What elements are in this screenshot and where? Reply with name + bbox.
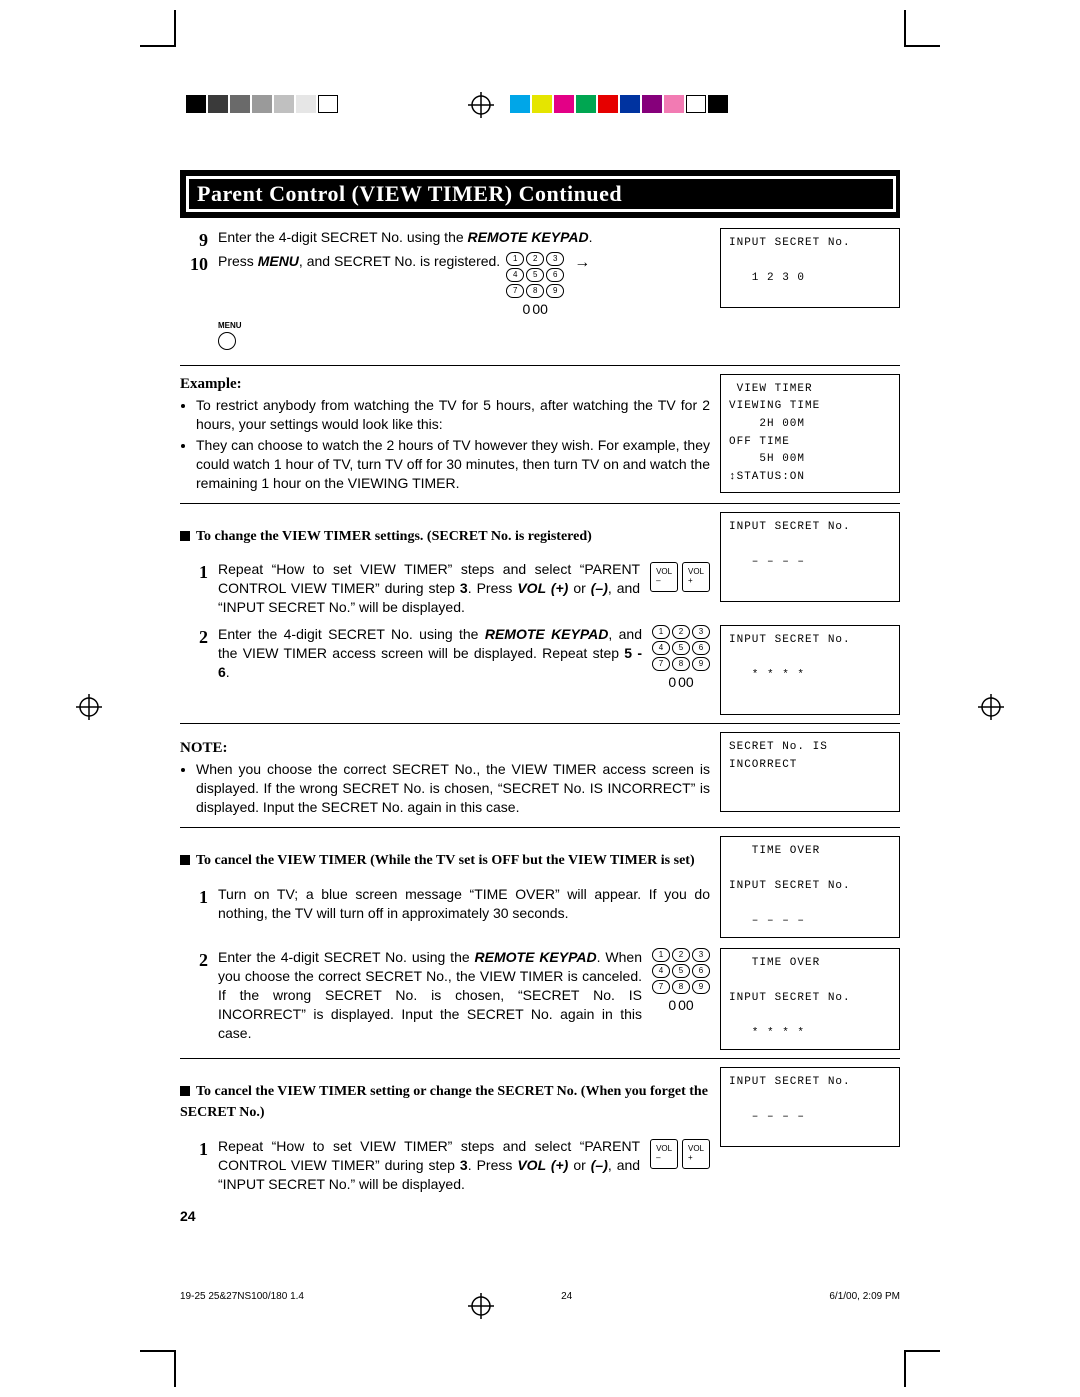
step-text: . Press [468, 1157, 518, 1173]
step-number: 1 [180, 885, 208, 909]
crop-mark [174, 10, 176, 46]
crop-mark [904, 45, 940, 47]
osd-screen: SECRET No. IS INCORRECT [720, 732, 900, 812]
example-bullet: To restrict anybody from watching the TV… [196, 396, 710, 434]
step-text: or [568, 1157, 590, 1173]
page-number: 24 [180, 1207, 900, 1226]
note-bullet: When you choose the correct SECRET No., … [196, 760, 710, 817]
example-heading: Example: [180, 374, 710, 394]
divider [180, 1058, 900, 1059]
section-heading: To change the VIEW TIMER settings. (SECR… [196, 529, 592, 544]
keyword: VOL (+) [517, 580, 568, 596]
section-heading: To cancel the VIEW TIMER setting or chan… [180, 1084, 708, 1120]
crop-mark [904, 1351, 906, 1387]
divider [180, 723, 900, 724]
keyword: REMOTE KEYPAD [468, 229, 589, 245]
step-number: 1 [180, 1137, 208, 1161]
vol-plus: VOL + [682, 1139, 710, 1169]
keyword: 3 [460, 1157, 468, 1173]
keypad-icon: 123 456 789 000 [652, 948, 710, 1044]
crop-mark [140, 1350, 176, 1352]
page-title: Parent Control (VIEW TIMER) Continued [180, 170, 900, 218]
step-text: . [589, 229, 593, 245]
arrow-icon: → [574, 252, 590, 274]
step-number: 1 [180, 560, 208, 584]
step-number: 2 [180, 948, 208, 972]
step-text: Enter the 4-digit SECRET No. using the [218, 626, 485, 642]
crop-mark [174, 1351, 176, 1387]
note-heading: NOTE: [180, 738, 710, 758]
vol-plus: VOL + [682, 562, 710, 592]
step-text: Turn on TV; a blue screen message “TIME … [218, 885, 710, 923]
square-icon [180, 531, 190, 541]
step-text: . Press [468, 580, 518, 596]
divider [180, 827, 900, 828]
vol-buttons-icon: VOL – VOL + [650, 1137, 710, 1196]
example-bullet: They can choose to watch the 2 hours of … [196, 436, 710, 493]
keyword: REMOTE KEYPAD [475, 949, 597, 965]
divider [180, 503, 900, 504]
keypad-icon: 123 456 789 000 [506, 252, 564, 319]
keyword: REMOTE KEYPAD [485, 626, 609, 642]
registration-mark-icon [978, 694, 1004, 720]
crop-mark [140, 45, 176, 47]
divider [180, 365, 900, 366]
crop-mark [904, 1350, 940, 1352]
footer-page: 24 [561, 1291, 572, 1302]
step-text: Enter the 4-digit SECRET No. using the [218, 229, 468, 245]
osd-screen: INPUT SECRET No. – – – – [720, 1067, 900, 1147]
keypad-icon: 123 456 789 000 [652, 625, 710, 692]
page-title-text: Parent Control (VIEW TIMER) Continued [186, 176, 896, 212]
osd-screen: TIME OVER INPUT SECRET No. * * * * [720, 948, 900, 1050]
printer-color-bar [0, 92, 1080, 116]
keyword: MENU [258, 253, 299, 269]
step-text: Press [218, 253, 258, 269]
step-number: 10 [180, 252, 208, 276]
manual-page: Parent Control (VIEW TIMER) Continued 9 … [0, 0, 1080, 1397]
keyword: (–) [591, 1157, 608, 1173]
crop-mark [904, 10, 906, 46]
keyword: 3 [460, 580, 468, 596]
step-text: Enter the 4-digit SECRET No. using the [218, 949, 475, 965]
osd-screen: TIME OVER INPUT SECRET No. – – – – [720, 836, 900, 938]
step-number: 9 [180, 228, 208, 252]
osd-screen: INPUT SECRET No. 1 2 3 0 [720, 228, 900, 308]
step-number: 2 [180, 625, 208, 649]
osd-screen: INPUT SECRET No. – – – – [720, 512, 900, 602]
registration-mark-icon [468, 92, 494, 118]
vol-minus: VOL – [650, 562, 678, 592]
keyword: (–) [591, 580, 608, 596]
step-text: . [226, 664, 230, 680]
section-heading: To cancel the VIEW TIMER (While the TV s… [196, 853, 695, 868]
keyword: VOL (+) [517, 1157, 568, 1173]
print-footer: 19-25 25&27NS100/180 1.4 24 6/1/00, 2:09… [180, 1291, 900, 1302]
registration-mark-icon [76, 694, 102, 720]
square-icon [180, 855, 190, 865]
vol-buttons-icon: VOL – VOL + [650, 560, 710, 619]
page-content: Parent Control (VIEW TIMER) Continued 9 … [180, 170, 900, 1226]
step-text: , and SECRET No. is registered. [299, 253, 500, 269]
footer-file: 19-25 25&27NS100/180 1.4 [180, 1291, 304, 1302]
osd-screen: VIEW TIMER VIEWING TIME 2H 00M OFF TIME … [720, 374, 900, 494]
footer-date: 6/1/00, 2:09 PM [829, 1291, 900, 1302]
step-text: or [568, 580, 590, 596]
menu-label: MENU [218, 321, 710, 332]
osd-screen: INPUT SECRET No. * * * * [720, 625, 900, 715]
square-icon [180, 1086, 190, 1096]
vol-minus: VOL – [650, 1139, 678, 1169]
